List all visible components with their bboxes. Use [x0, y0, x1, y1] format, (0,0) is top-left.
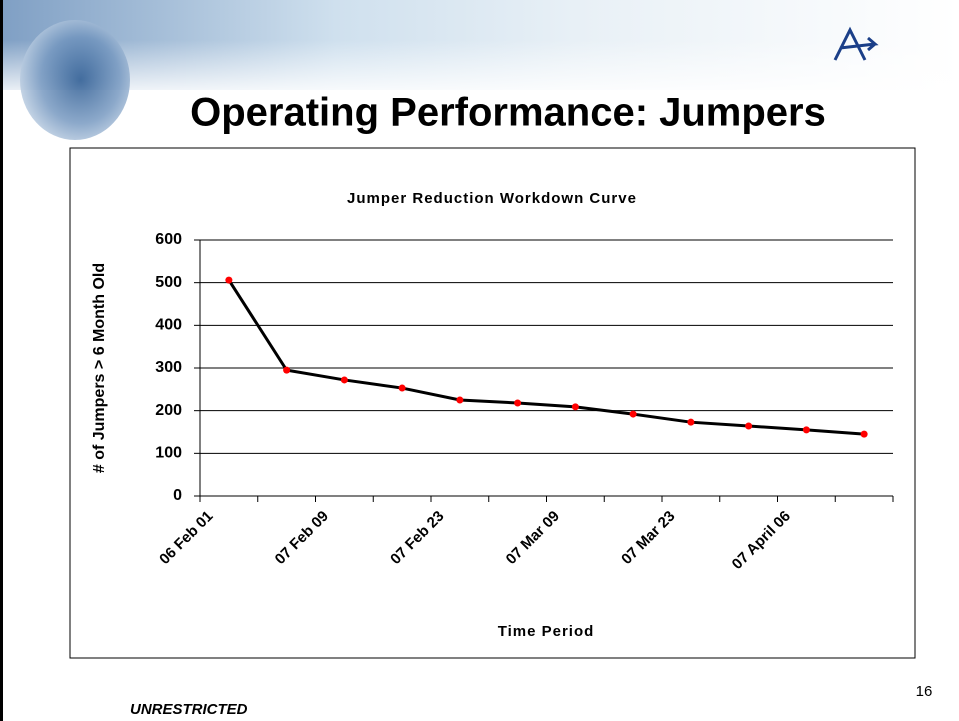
y-axis-label: # of Jumpers > 6 Month Old	[91, 263, 108, 473]
banner-fade	[0, 40, 959, 100]
data-point	[340, 376, 348, 384]
classification: UNRESTRICTED	[130, 701, 248, 718]
y-tick-label: 0	[173, 487, 182, 504]
data-point	[687, 418, 695, 426]
data-point	[514, 399, 522, 407]
y-tick-label: 400	[155, 317, 182, 334]
data-point	[225, 276, 233, 284]
logo	[833, 26, 879, 61]
data-point	[283, 366, 291, 374]
y-tick-label: 500	[155, 274, 182, 291]
globe	[20, 20, 130, 140]
slide-title: Operating Performance: Jumpers	[190, 91, 826, 135]
data-point	[629, 410, 637, 418]
data-point	[571, 403, 579, 411]
data-line	[227, 279, 865, 436]
page-number: 16	[916, 683, 933, 700]
data-point	[398, 384, 406, 392]
left-border	[0, 0, 3, 721]
data-point	[860, 430, 868, 438]
chart-title: Jumper Reduction Workdown Curve	[347, 190, 637, 207]
y-tick-label: 600	[155, 231, 182, 248]
x-axis-label: Time Period	[498, 623, 595, 640]
data-point	[456, 396, 464, 404]
y-tick-label: 200	[155, 402, 182, 419]
y-tick-label: 300	[155, 359, 182, 376]
data-point	[802, 426, 810, 434]
data-point	[745, 422, 753, 430]
y-tick-label: 100	[155, 445, 182, 462]
